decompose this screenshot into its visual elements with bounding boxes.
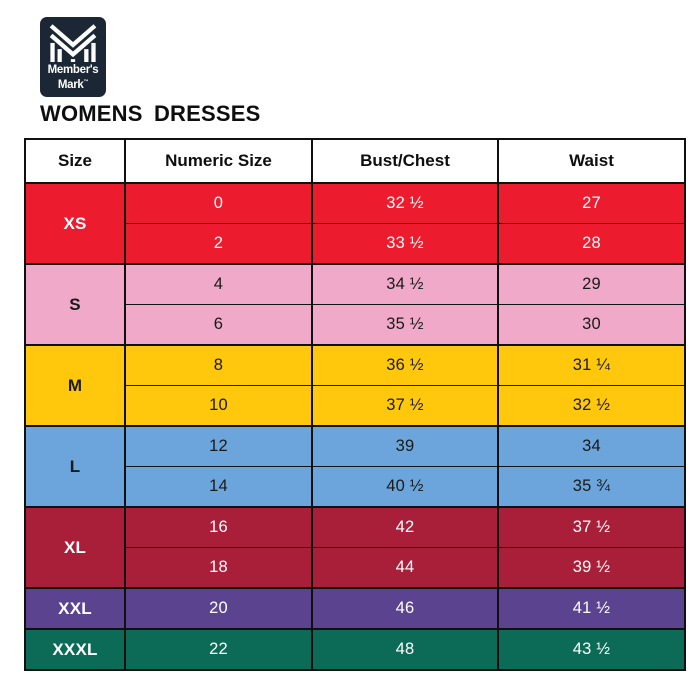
table-row: 6 35 ½ 30 bbox=[25, 304, 686, 345]
table-cell: 32 ½ bbox=[497, 385, 686, 426]
table-cell: 10 bbox=[124, 385, 313, 426]
table-cell: 28 bbox=[497, 223, 686, 264]
table-cell: 6 bbox=[124, 304, 313, 345]
logo-brand-line2: Mark™ bbox=[57, 79, 89, 91]
table-row: L 12 39 34 bbox=[24, 426, 686, 507]
table-row: XXL 20 46 41 ½ bbox=[24, 588, 686, 629]
table-cell: 4 bbox=[124, 264, 313, 305]
table-cell: 35 ½ bbox=[311, 304, 499, 345]
table-cell: 18 bbox=[124, 547, 313, 588]
table-cell: 39 bbox=[311, 426, 499, 467]
table-cell: 37 ½ bbox=[311, 385, 499, 426]
logo-brand-line1: Member's bbox=[47, 64, 99, 77]
table-cell: 39 ½ bbox=[497, 547, 686, 588]
table-row: XXXL 22 48 43 ½ bbox=[24, 629, 686, 670]
page-title: WOMENS DRESSES bbox=[40, 101, 261, 126]
table-cell: 16 bbox=[124, 507, 313, 548]
table-cell: 14 bbox=[124, 466, 313, 507]
table-cell: 0 bbox=[124, 183, 313, 224]
table-cell: 40 ½ bbox=[311, 466, 499, 507]
header-row: Size Numeric Size Bust/Chest Waist bbox=[24, 138, 686, 184]
table-cell: 12 bbox=[124, 426, 313, 467]
table-cell: 36 ½ bbox=[311, 345, 499, 386]
table-cell: 35 ¾ bbox=[497, 466, 686, 507]
trademark-symbol: ™ bbox=[83, 79, 89, 86]
table-cell: 20 bbox=[124, 588, 313, 629]
size-chart-table: Size Numeric Size Bust/Chest Waist XS 0 32… bbox=[24, 138, 686, 671]
table-cell: 27 bbox=[497, 183, 686, 224]
size-label-xxl: XXL bbox=[24, 588, 126, 629]
table-cell: 30 bbox=[497, 304, 686, 345]
size-label-m: M bbox=[24, 345, 126, 426]
table-row: S 4 34 ½ 29 bbox=[24, 264, 686, 345]
table-cell: 42 bbox=[311, 507, 499, 548]
table-cell: 48 bbox=[311, 629, 499, 670]
column-header-bust-chest: Bust/Chest bbox=[311, 138, 499, 184]
size-chart-body: XS 0 32 ½ 27 2 33 ½ 28 S 4 34 ½ 29 6 35 ½ 30 M 8 36 ½ 31 … bbox=[24, 183, 686, 670]
table-cell: 41 ½ bbox=[497, 588, 686, 629]
table-cell: 29 bbox=[497, 264, 686, 305]
table-cell: 32 ½ bbox=[311, 183, 499, 224]
column-header-numeric-size: Numeric Size bbox=[124, 138, 313, 184]
size-label-s: S bbox=[24, 264, 126, 345]
table-row: 10 37 ½ 32 ½ bbox=[25, 385, 686, 426]
size-label-xxxl: XXXL bbox=[24, 629, 126, 670]
size-label-l: L bbox=[24, 426, 126, 507]
table-cell: 37 ½ bbox=[497, 507, 686, 548]
column-header-size: Size bbox=[24, 138, 126, 184]
table-cell: 33 ½ bbox=[311, 223, 499, 264]
table-cell: 8 bbox=[124, 345, 313, 386]
table-cell: 44 bbox=[311, 547, 499, 588]
table-cell: 46 bbox=[311, 588, 499, 629]
table-cell: 31 ¼ bbox=[497, 345, 686, 386]
table-cell: 34 bbox=[497, 426, 686, 467]
size-label-xl: XL bbox=[24, 507, 126, 588]
table-row: 14 40 ½ 35 ¾ bbox=[25, 466, 686, 507]
column-header-waist: Waist bbox=[497, 138, 686, 184]
table-header: Size Numeric Size Bust/Chest Waist bbox=[24, 138, 686, 184]
table-cell: 43 ½ bbox=[497, 629, 686, 670]
size-label-xs: XS bbox=[24, 183, 126, 264]
members-mark-logo: Member's Mark™ bbox=[40, 17, 106, 97]
table-row: 18 44 39 ½ bbox=[25, 547, 686, 588]
table-cell: 2 bbox=[124, 223, 313, 264]
table-row: 2 33 ½ 28 bbox=[25, 223, 686, 264]
table-cell: 22 bbox=[124, 629, 313, 670]
table-row: M 8 36 ½ 31 ¼ bbox=[24, 345, 686, 426]
members-mark-m-icon bbox=[49, 24, 97, 62]
table-row: XL 16 42 37 ½ bbox=[24, 507, 686, 588]
table-cell: 34 ½ bbox=[311, 264, 499, 305]
table-row: XS 0 32 ½ 27 bbox=[24, 183, 686, 264]
